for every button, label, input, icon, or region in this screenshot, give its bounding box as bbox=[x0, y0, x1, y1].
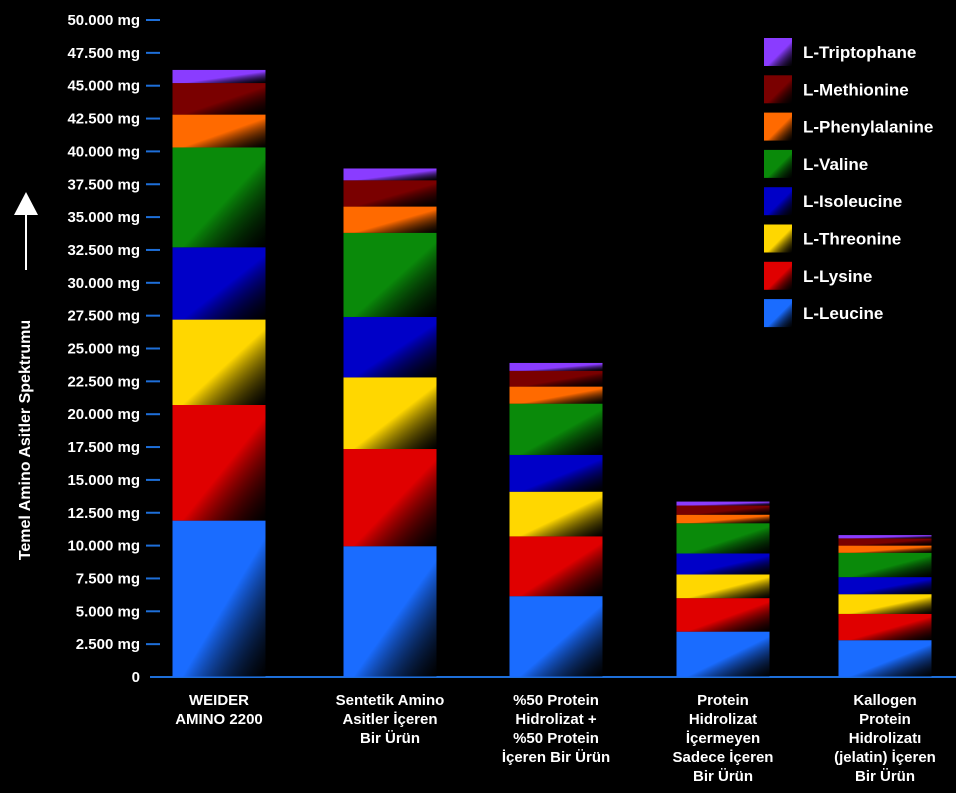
bar-segment-l-lysine bbox=[509, 536, 603, 597]
y-tick-label: 25.000 mg bbox=[67, 341, 140, 358]
bar-segment-l-phenylalanine bbox=[172, 114, 266, 148]
y-axis-arrow-icon bbox=[14, 192, 38, 215]
bar-segment-l-methionine bbox=[343, 180, 437, 207]
x-category-label: WEIDER AMINO 2200 bbox=[175, 692, 263, 728]
y-tick-label: 37.500 mg bbox=[67, 176, 140, 193]
y-tick-label: 12.500 mg bbox=[67, 505, 140, 522]
y-tick-label: 35.000 mg bbox=[67, 209, 140, 226]
bar-segment-l-valine bbox=[172, 147, 266, 248]
bar-segment-l-valine bbox=[509, 403, 603, 455]
y-tick-label: 40.000 mg bbox=[67, 143, 140, 160]
bar-segment-l-threonine bbox=[343, 377, 437, 450]
bars bbox=[172, 69, 932, 677]
x-category-label: Sentetik Amino Asitler İçeren Bir Ürün bbox=[336, 692, 445, 747]
bar-segment-l-threonine bbox=[838, 594, 932, 614]
y-tick-label: 20.000 mg bbox=[67, 406, 140, 423]
y-tick-label: 2.500 mg bbox=[76, 636, 140, 653]
bar-segment-l-isoleucine bbox=[676, 553, 770, 575]
bar-segment-l-phenylalanine bbox=[509, 386, 603, 404]
bar-segment-l-leucine bbox=[172, 520, 266, 677]
bar-segment-l-threonine bbox=[676, 574, 770, 599]
bar-segment-l-triptophane bbox=[676, 501, 770, 506]
y-tick-label: 0 bbox=[132, 669, 140, 686]
bar-segment-l-leucine bbox=[509, 596, 603, 677]
legend-swatch bbox=[764, 224, 792, 253]
bar-segment-l-leucine bbox=[676, 631, 770, 677]
legend-swatch bbox=[764, 112, 792, 141]
legend-label: L-Triptophane bbox=[803, 43, 916, 62]
legend-label: L-Threonine bbox=[803, 230, 901, 249]
legend: L-Triptophane L-Methionine L-Phenylalanine… bbox=[764, 38, 933, 328]
bar-segment-l-triptophane bbox=[509, 362, 603, 371]
x-category-label: Kallogen Protein Hidrolizatı (jelatin) İçer… bbox=[834, 692, 936, 785]
y-axis-title-group: Temel Amino Asitler Spektrumu bbox=[14, 192, 38, 560]
y-tick-label: 17.500 mg bbox=[67, 439, 140, 456]
bar-segment-l-isoleucine bbox=[172, 247, 266, 320]
y-tick-label: 10.000 mg bbox=[67, 538, 140, 555]
y-tick-label: 32.500 mg bbox=[67, 242, 140, 259]
y-tick-label: 22.500 mg bbox=[67, 373, 140, 390]
y-tick-label: 42.500 mg bbox=[67, 111, 140, 128]
bar-segment-l-phenylalanine bbox=[838, 545, 932, 553]
bar-segment-l-threonine bbox=[172, 319, 266, 406]
bar-segment-l-threonine bbox=[509, 491, 603, 537]
y-tick-label: 15.000 mg bbox=[67, 472, 140, 489]
bar-segment-l-leucine bbox=[838, 640, 932, 677]
legend-swatch bbox=[764, 299, 792, 328]
y-tick-label: 7.500 mg bbox=[76, 570, 140, 587]
bar-segment-l-methionine bbox=[838, 538, 932, 546]
bar-segment-l-isoleucine bbox=[838, 577, 932, 595]
y-tick-label: 50.000 mg bbox=[67, 12, 140, 29]
y-tick-label: 5.000 mg bbox=[76, 603, 140, 620]
bar-segment-l-leucine bbox=[343, 546, 437, 677]
bar-segment-l-methionine bbox=[509, 370, 603, 387]
bar-segment-l-valine bbox=[838, 552, 932, 578]
y-tick-label: 47.500 mg bbox=[67, 45, 140, 62]
legend-swatch bbox=[764, 38, 792, 66]
legend-label: L-Isoleucine bbox=[803, 192, 902, 211]
legend-label: L-Valine bbox=[803, 155, 868, 174]
legend-swatch bbox=[764, 261, 792, 290]
bar-segment-l-isoleucine bbox=[343, 316, 437, 378]
bar-segment-l-lysine bbox=[676, 598, 770, 632]
x-category-label: %50 Protein Hidrolizat + %50 Protein İçeren… bbox=[502, 692, 610, 766]
y-axis: 0 2.500 mg 5.000 mg 7.500 mg 10.000 mg 12.500… bbox=[67, 12, 956, 686]
bar-segment-l-lysine bbox=[838, 613, 932, 641]
bar-segment-l-isoleucine bbox=[509, 454, 603, 492]
y-tick-label: 45.000 mg bbox=[67, 78, 140, 95]
bar-segment-l-phenylalanine bbox=[343, 206, 437, 233]
bar-segment-l-phenylalanine bbox=[676, 514, 770, 524]
bar-segment-l-methionine bbox=[172, 83, 266, 115]
bar-segment-l-lysine bbox=[343, 449, 437, 547]
bar-segment-l-triptophane bbox=[172, 69, 266, 84]
bar-segment-l-valine bbox=[676, 523, 770, 554]
bar-segment-l-methionine bbox=[676, 505, 770, 515]
bar-segment-l-valine bbox=[343, 232, 437, 317]
x-axis-labels: WEIDER AMINO 2200 Sentetik Amino Asitler İç… bbox=[175, 692, 936, 785]
legend-swatch bbox=[764, 149, 792, 178]
x-category-label: Protein Hidrolizat İçermeyen Sadece İçeren B… bbox=[673, 692, 774, 785]
bar-segment-l-lysine bbox=[172, 405, 266, 521]
y-axis-title: Temel Amino Asitler Spektrumu bbox=[17, 320, 34, 560]
legend-swatch bbox=[764, 187, 792, 216]
legend-label: L-Lysine bbox=[803, 267, 872, 286]
legend-label: L-Leucine bbox=[803, 304, 883, 323]
bar-segment-l-triptophane bbox=[838, 535, 932, 539]
legend-swatch bbox=[764, 75, 792, 104]
legend-label: L-Phenylalanine bbox=[803, 118, 933, 137]
y-tick-label: 30.000 mg bbox=[67, 275, 140, 292]
bar-segment-l-triptophane bbox=[343, 168, 437, 181]
legend-label: L-Methionine bbox=[803, 80, 909, 99]
y-tick-label: 27.500 mg bbox=[67, 308, 140, 325]
